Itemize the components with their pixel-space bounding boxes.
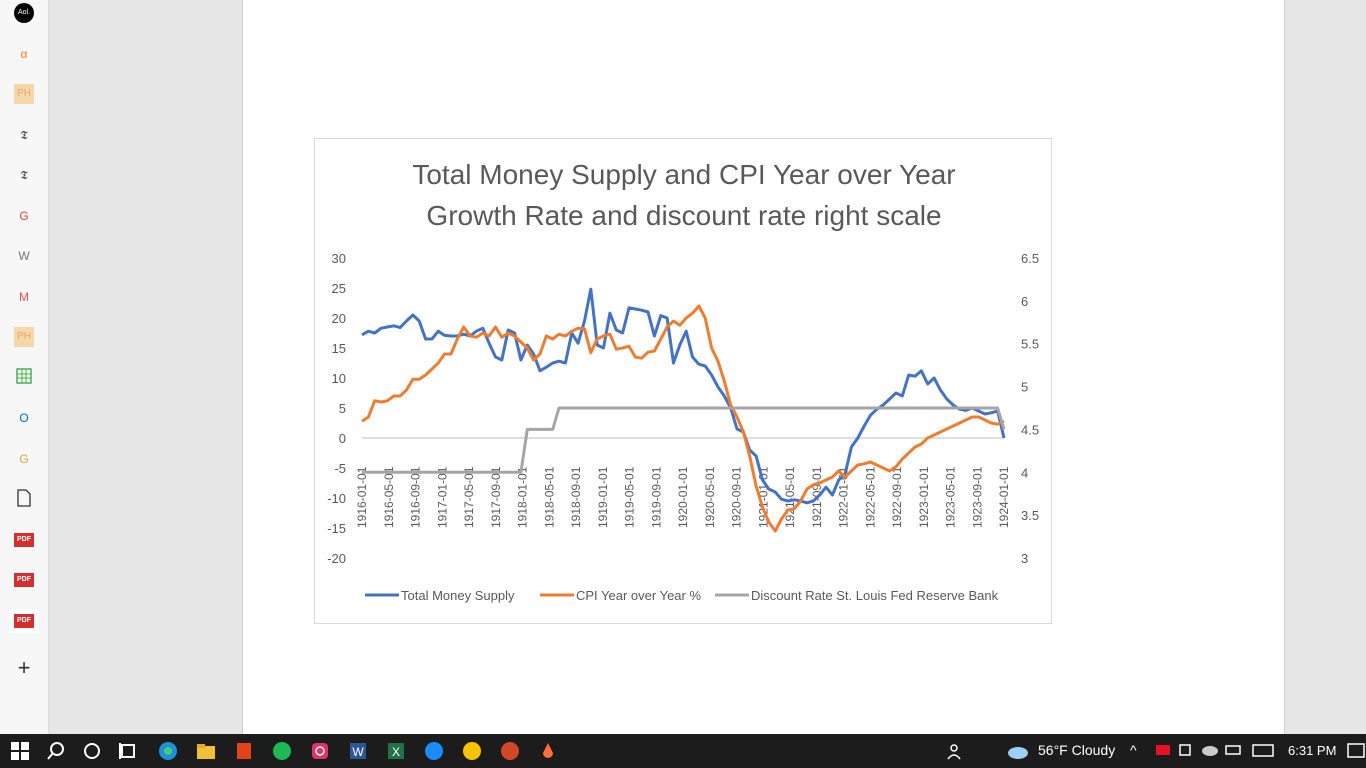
pdf-icon-2[interactable]: PDF xyxy=(14,573,34,587)
x-tick-label: 1917-09-01 xyxy=(489,466,503,528)
x-tick-label: 1918-09-01 xyxy=(569,466,583,528)
x-tick-label: 1917-01-01 xyxy=(435,466,449,528)
edge-icon[interactable] xyxy=(158,741,178,761)
add-icon[interactable]: + xyxy=(17,655,31,680)
instagram-icon[interactable] xyxy=(310,741,330,761)
x-tick-label: 1921-05-01 xyxy=(783,466,797,528)
pdf-icon-3[interactable]: PDF xyxy=(9,608,39,633)
y-left-tick-label: 0 xyxy=(339,431,346,446)
x-tick-label: 1918-01-01 xyxy=(516,466,530,528)
safari-icon[interactable] xyxy=(424,741,444,761)
wikipedia-icon[interactable]: W xyxy=(18,249,30,263)
chart-title-line1: Total Money Supply and CPI Year over Yea… xyxy=(412,159,955,190)
nyt-icon[interactable]: 𝕿 xyxy=(20,127,28,142)
battery-icon[interactable] xyxy=(1224,741,1244,761)
meet-icon[interactable] xyxy=(1178,741,1198,761)
outlook-icon[interactable]: O xyxy=(19,411,29,425)
x-tick-label: 1923-09-01 xyxy=(970,466,984,528)
keyboard-icon[interactable] xyxy=(1252,741,1274,761)
ph-icon[interactable]: PH xyxy=(14,84,34,104)
office-icon[interactable] xyxy=(234,741,254,761)
y-left-tick-label: 15 xyxy=(332,341,346,356)
norton-icon[interactable] xyxy=(462,741,482,761)
svg-text:X: X xyxy=(392,745,400,759)
chevron-up-icon[interactable]: ^ xyxy=(1130,742,1137,758)
onedrive-icon[interactable] xyxy=(1200,741,1220,761)
people-icon[interactable] xyxy=(944,741,964,761)
powerpoint-icon[interactable] xyxy=(500,741,520,761)
grid-icon[interactable] xyxy=(14,367,34,388)
x-tick-label: 1916-09-01 xyxy=(409,466,423,528)
y-right-tick-label: 6.5 xyxy=(1021,251,1039,266)
y-left-tick-label: -10 xyxy=(327,491,346,506)
chart-title-line2: Growth Rate and discount rate right scal… xyxy=(426,200,941,231)
y-right-tick-label: 5.5 xyxy=(1021,337,1039,352)
y-right-tick-label: 4 xyxy=(1021,465,1028,480)
dropbox-icon[interactable] xyxy=(1154,741,1174,761)
aol-icon[interactable]: Aol. xyxy=(14,3,34,23)
legend-label-discount: Discount Rate St. Louis Fed Reserve Bank xyxy=(751,588,999,603)
x-tick-label: 1919-01-01 xyxy=(596,466,610,528)
search-icon[interactable] xyxy=(46,741,66,761)
nyt-icon-2[interactable]: 𝕿 xyxy=(20,168,28,182)
clock-time[interactable]: 6:31 PM xyxy=(1288,743,1337,758)
y-right-tick-label: 3 xyxy=(1021,551,1028,566)
legend-label-money: Total Money Supply xyxy=(401,588,515,603)
x-tick-label: 1920-05-01 xyxy=(703,466,717,528)
series-line-cpi xyxy=(361,304,1005,533)
svg-text:W: W xyxy=(352,745,364,759)
x-tick-label: 1918-05-01 xyxy=(542,466,556,528)
spotify-icon[interactable] xyxy=(272,741,292,761)
cortana-icon[interactable] xyxy=(82,741,102,761)
y-right-tick-label: 4.5 xyxy=(1021,422,1039,437)
y-left-tick-label: -15 xyxy=(327,521,346,536)
chart-container: Total Money Supply and CPI Year over Yea… xyxy=(314,138,1052,624)
x-tick-label: 1916-05-01 xyxy=(382,466,396,528)
task-view-icon[interactable] xyxy=(118,741,138,761)
series-line-discount xyxy=(362,406,1006,474)
x-tick-label: 1920-09-01 xyxy=(730,466,744,528)
x-tick-label: 1922-01-01 xyxy=(837,466,851,528)
file-explorer-icon[interactable] xyxy=(196,741,216,761)
m-icon[interactable]: M xyxy=(19,289,29,304)
y-right-tick-label: 3.5 xyxy=(1021,508,1039,523)
y-left-tick-label: 30 xyxy=(332,251,346,266)
x-tick-label: 1923-01-01 xyxy=(917,466,931,528)
x-tick-label: 1916-01-01 xyxy=(355,466,369,528)
y-left-tick-label: 5 xyxy=(339,401,346,416)
legend-label-cpi: CPI Year over Year % xyxy=(576,588,701,603)
weather-text[interactable]: 56°F Cloudy xyxy=(1038,742,1116,758)
browser-sidebar: Aol. α PH 𝕿 𝕿 G W M PH O G PDF PDF PDF + xyxy=(0,0,49,734)
y-left-tick-label: -5 xyxy=(334,461,346,476)
ph-icon-2[interactable]: PH xyxy=(14,327,34,347)
cloud-icon xyxy=(1006,741,1028,761)
x-tick-label: 1920-01-01 xyxy=(676,466,690,528)
x-tick-label: 1922-05-01 xyxy=(863,466,877,528)
x-tick-label: 1919-09-01 xyxy=(649,466,663,528)
x-tick-label: 1919-05-01 xyxy=(623,466,637,528)
g-icon[interactable]: G xyxy=(19,451,29,466)
notification-icon[interactable] xyxy=(1346,741,1366,761)
x-tick-label: 1917-05-01 xyxy=(462,466,476,528)
x-tick-label: 1921-01-01 xyxy=(756,466,770,528)
windows-start-icon[interactable] xyxy=(10,741,30,761)
line-chart: Total Money Supply and CPI Year over Yea… xyxy=(327,159,1039,603)
y-left-tick-label: 25 xyxy=(332,281,346,296)
y-left-tick-label: 10 xyxy=(332,371,346,386)
pdf-icon[interactable]: PDF xyxy=(14,532,34,547)
y-right-tick-label: 6 xyxy=(1021,294,1028,309)
y-right-tick-label: 5 xyxy=(1021,380,1028,395)
y-left-tick-label: 20 xyxy=(332,311,346,326)
excel-icon[interactable]: X xyxy=(386,741,406,761)
x-tick-label: 1923-05-01 xyxy=(944,466,958,528)
x-tick-label: 1924-01-01 xyxy=(997,466,1011,528)
google-icon[interactable]: G xyxy=(19,208,29,223)
alpha-icon[interactable]: α xyxy=(20,46,28,61)
document-icon[interactable] xyxy=(14,489,34,509)
taskbar: W X 56°F Cloudy ^ 6:31 PM xyxy=(0,734,1366,768)
y-left-tick-label: -20 xyxy=(327,551,346,566)
x-tick-label: 1922-09-01 xyxy=(890,466,904,528)
paint-icon[interactable] xyxy=(538,741,558,761)
word-icon[interactable]: W xyxy=(348,741,368,761)
